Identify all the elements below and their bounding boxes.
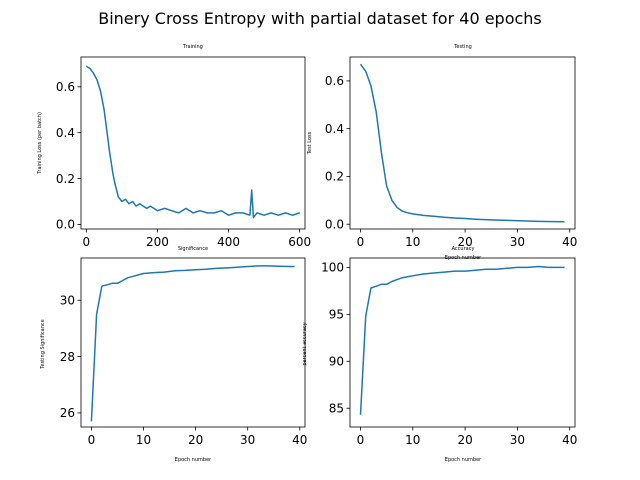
y-tick-label-testing: 0.2 — [325, 170, 344, 184]
plot-frame-testing — [349, 56, 576, 230]
x-tick-label-testing: 30 — [510, 235, 525, 249]
x-tick-label-significance: 30 — [240, 433, 255, 447]
x-tick-label-accuracy: 30 — [510, 433, 525, 447]
y-tick-label-training: 0.6 — [56, 80, 75, 94]
x-tick-label-accuracy: 20 — [457, 433, 472, 447]
y-axis-label-accuracy: percent accuracy — [302, 322, 308, 365]
y-tick-label-training: 0.4 — [56, 126, 75, 140]
subplot-significance: Significance Epoch number Testing Signif… — [40, 246, 307, 463]
y-axis-label-training: Training Loss (per batch) — [37, 112, 43, 175]
y-tick-label-testing: 0.4 — [325, 122, 344, 136]
x-tick-label-accuracy: 0 — [357, 433, 365, 447]
x-axis-label-significance: Epoch number — [175, 457, 212, 463]
x-tick-label-significance: 20 — [188, 433, 203, 447]
plot-frame-accuracy — [349, 257, 576, 428]
series-line-training — [85, 65, 300, 219]
y-tick-label-significance: 28 — [60, 350, 75, 364]
subplot-training: Training Training Loss (per batch) 0 200 4… — [37, 44, 311, 249]
x-tick-label-training: 0 — [83, 235, 91, 249]
x-tick-label-training: 400 — [217, 235, 240, 249]
y-tick-label-accuracy: 90 — [329, 355, 344, 369]
x-tick-label-significance: 40 — [292, 433, 307, 447]
subplot-testing: Testing Epoch number Test Loss 0 10 20 30 40… — [307, 44, 577, 261]
y-tick-label-accuracy: 85 — [329, 402, 344, 416]
x-tick-label-accuracy: 10 — [405, 433, 420, 447]
x-tick-label-testing: 20 — [457, 235, 472, 249]
x-tick-label-training: 200 — [146, 235, 169, 249]
y-tick-label-training: 0.0 — [56, 218, 75, 232]
y-axis-label-testing: Test Loss — [307, 131, 313, 155]
x-tick-label-accuracy: 40 — [562, 433, 577, 447]
x-tick-label-testing: 40 — [562, 235, 577, 249]
y-tick-label-accuracy: 100 — [321, 261, 344, 275]
subplot-title-significance: Significance — [178, 246, 208, 252]
x-tick-label-training: 600 — [288, 235, 311, 249]
x-axis-label-accuracy: Epoch number — [445, 457, 482, 463]
x-tick-label-testing: 0 — [357, 235, 365, 249]
series-line-testing — [359, 63, 565, 223]
plot-frame-training — [80, 56, 306, 230]
subplot-title-accuracy: Accuracy — [452, 246, 475, 252]
subplot-title-testing: Testing — [453, 44, 472, 50]
subplot-title-training: Training — [182, 44, 203, 50]
series-line-significance — [90, 265, 295, 422]
y-tick-label-testing: 0.0 — [325, 218, 344, 232]
series-line-accuracy — [359, 265, 565, 415]
y-tick-label-significance: 26 — [60, 406, 75, 420]
x-tick-label-testing: 10 — [405, 235, 420, 249]
y-tick-label-significance: 30 — [60, 294, 75, 308]
y-tick-label-accuracy: 95 — [329, 308, 344, 322]
y-tick-label-testing: 0.6 — [325, 74, 344, 88]
plot-frame-significance — [80, 257, 306, 428]
y-tick-label-training: 0.2 — [56, 172, 75, 186]
subplot-accuracy: Accuracy Epoch number percent accuracy 0… — [302, 246, 577, 463]
y-axis-label-significance: Testing Significance — [40, 319, 46, 369]
x-tick-label-significance: 0 — [88, 433, 96, 447]
x-tick-label-significance: 10 — [136, 433, 151, 447]
figure-title: Binery Cross Entropy with partial datase… — [98, 9, 542, 28]
